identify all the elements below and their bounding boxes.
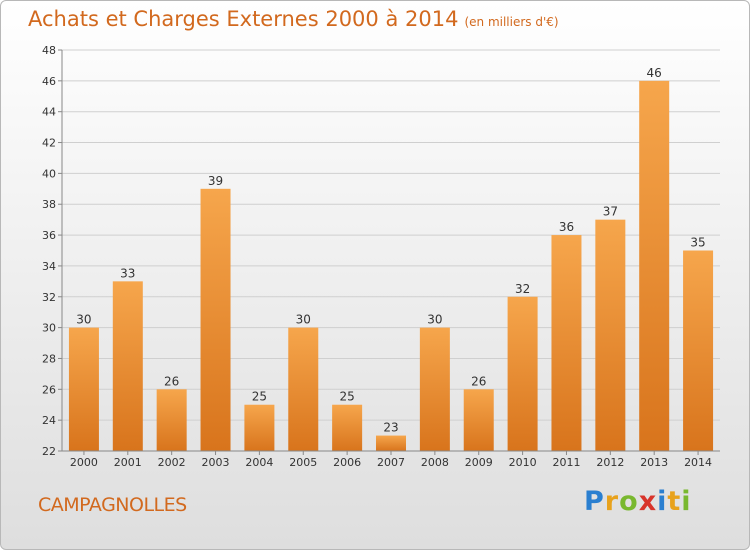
- data-label: 46: [647, 66, 662, 80]
- bar-2011: [551, 235, 582, 451]
- y-tick-label: 24: [42, 414, 56, 427]
- y-tick-label: 32: [42, 291, 56, 304]
- data-label: 25: [339, 390, 354, 404]
- proxiti-logo: Proxiti: [584, 486, 692, 517]
- bars: [68, 80, 714, 452]
- x-tick-label: 2010: [509, 456, 537, 469]
- x-axis-ticks: 2000 2001 2002 2003 2004 2005 2006 2007 2008 2009…: [70, 451, 712, 469]
- data-label: 36: [559, 220, 574, 234]
- y-tick-label: 30: [42, 322, 56, 335]
- bar-2008: [419, 327, 450, 451]
- y-tick-label: 26: [42, 383, 56, 396]
- y-tick-label: 38: [42, 198, 56, 211]
- x-tick-label: 2013: [640, 456, 668, 469]
- bar-2014: [683, 250, 714, 451]
- chart-title-text: Achats et Charges Externes 2000 à 2014: [28, 7, 459, 31]
- x-tick-label: 2006: [333, 456, 361, 469]
- bar-2002: [156, 389, 187, 451]
- bar-2012: [595, 219, 626, 451]
- chart-title: Achats et Charges Externes 2000 à 2014 (e…: [28, 7, 559, 31]
- data-label: 30: [76, 313, 91, 327]
- logo-letter: i: [657, 486, 668, 517]
- x-tick-label: 2014: [684, 456, 712, 469]
- logo-letter: r: [604, 486, 620, 517]
- bar-2009: [463, 389, 494, 451]
- bar-2010: [507, 296, 538, 451]
- data-label: 30: [427, 313, 442, 327]
- data-label: 32: [515, 282, 530, 296]
- x-tick-label: 2005: [289, 456, 317, 469]
- y-tick-label: 48: [42, 44, 56, 57]
- y-tick-label: 40: [42, 167, 56, 180]
- data-labels: 30 33 26 39 25 30 25 23 30 26 32 36 37 46 35: [76, 66, 705, 435]
- bar-2007: [376, 435, 406, 451]
- y-tick-label: 46: [42, 75, 56, 88]
- x-tick-label: 2004: [245, 456, 273, 469]
- bar-2000: [68, 327, 99, 451]
- x-tick-label: 2000: [70, 456, 98, 469]
- bar-2003: [200, 188, 231, 452]
- bar-2005: [288, 327, 319, 451]
- y-tick-label: 44: [42, 106, 56, 119]
- y-tick-label: 28: [42, 352, 56, 365]
- x-tick-label: 2008: [421, 456, 449, 469]
- data-label: 26: [164, 374, 179, 388]
- data-label: 33: [120, 266, 135, 280]
- y-tick-label: 34: [42, 260, 56, 273]
- bar-2006: [332, 404, 363, 451]
- x-tick-label: 2003: [202, 456, 230, 469]
- logo-letter: x: [638, 486, 658, 517]
- y-axis-ticks: 22 24 26 28 30 32 34 36 38 40 42 44 46 48: [42, 44, 62, 458]
- logo-letter: i: [681, 486, 692, 517]
- data-label: 25: [252, 390, 267, 404]
- data-label: 35: [690, 236, 705, 250]
- data-label: 26: [471, 374, 486, 388]
- x-tick-label: 2009: [465, 456, 493, 469]
- data-label: 37: [603, 205, 618, 219]
- bar-2001: [112, 281, 143, 451]
- y-tick-label: 22: [42, 445, 56, 458]
- y-tick-label: 42: [42, 137, 56, 150]
- logo-letter: t: [667, 486, 682, 517]
- x-tick-label: 2002: [158, 456, 186, 469]
- y-tick-label: 36: [42, 229, 56, 242]
- data-label: 39: [208, 174, 223, 188]
- bar-2013: [639, 80, 670, 451]
- data-label: 30: [296, 313, 311, 327]
- bar-2004: [244, 404, 275, 451]
- x-tick-label: 2011: [552, 456, 580, 469]
- x-tick-label: 2007: [377, 456, 405, 469]
- logo-letter: P: [584, 486, 605, 517]
- logo-letter: o: [619, 486, 639, 517]
- commune-name: CAMPAGNOLLES: [38, 494, 187, 516]
- chart-unit-note: (en milliers d'€): [464, 15, 559, 29]
- data-label: 23: [383, 421, 398, 435]
- x-tick-label: 2012: [596, 456, 624, 469]
- x-tick-label: 2001: [114, 456, 142, 469]
